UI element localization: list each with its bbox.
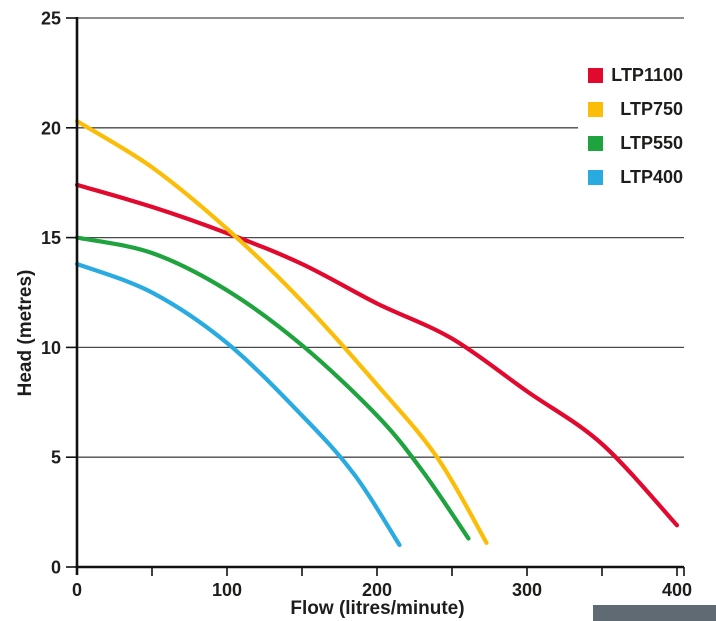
y-tick-label: 5 — [51, 448, 61, 468]
y-tick-label: 15 — [41, 228, 61, 248]
chart-legend: LTP1100 LTP750 LTP550 LTP400 — [578, 54, 692, 198]
curve-ltp550 — [74, 235, 471, 541]
x-tick-label: 100 — [212, 580, 242, 600]
legend-swatch — [588, 101, 603, 117]
curve-ltp1100 — [74, 182, 680, 528]
y-tick-label: 10 — [41, 338, 61, 358]
x-tick-label: 0 — [72, 580, 82, 600]
y-tick-label: 20 — [41, 118, 61, 138]
x-tick-label: 300 — [512, 580, 542, 600]
legend-label: LTP400 — [620, 166, 683, 187]
legend-item-ltp750: LTP750 — [578, 92, 692, 126]
legend-swatch — [588, 169, 603, 185]
legend-label: LTP550 — [620, 132, 683, 153]
curve-ltp750 — [74, 119, 489, 545]
x-tick-label: 400 — [662, 580, 692, 600]
y-axis-title: Head (metres) — [15, 269, 36, 397]
legend-label: LTP1100 — [611, 64, 683, 85]
y-tick-label: 25 — [41, 9, 61, 29]
x-tick-label: 200 — [362, 580, 392, 600]
legend-item-ltp550: LTP550 — [578, 126, 692, 160]
legend-label: LTP750 — [620, 98, 683, 119]
x-axis-title: Flow (litres/minute) — [290, 598, 465, 619]
corner-badge — [593, 605, 716, 621]
legend-swatch — [588, 67, 603, 83]
legend-swatch — [588, 135, 603, 151]
legend-item-ltp400: LTP400 — [578, 160, 692, 194]
y-tick-label: 0 — [51, 558, 61, 578]
curve-ltp400 — [74, 261, 402, 548]
legend-item-ltp1100: LTP1100 — [578, 58, 692, 92]
